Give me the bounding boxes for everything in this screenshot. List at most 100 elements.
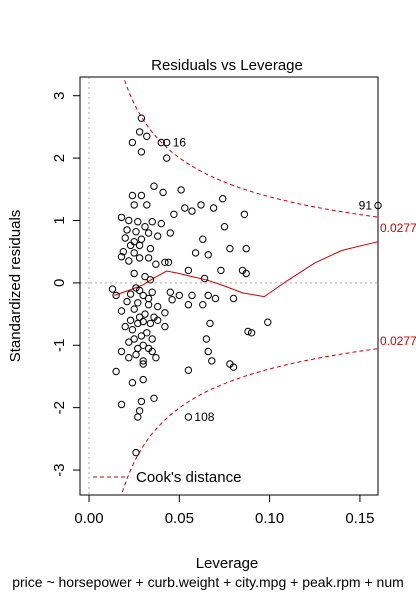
data-point bbox=[139, 317, 147, 326]
data-point bbox=[125, 338, 133, 346]
data-point bbox=[117, 400, 126, 409]
data-point bbox=[117, 347, 126, 356]
data-point bbox=[123, 226, 131, 234]
data-point bbox=[130, 305, 138, 313]
y-axis: -3 -2 -1 0 1 2 3 bbox=[51, 92, 81, 477]
plot-frame bbox=[79, 76, 379, 496]
data-point bbox=[240, 210, 249, 219]
data-point bbox=[168, 296, 176, 304]
data-point bbox=[126, 316, 135, 324]
data-point bbox=[159, 188, 167, 197]
data-point bbox=[146, 319, 155, 328]
data-point bbox=[139, 375, 147, 384]
data-point bbox=[141, 272, 149, 281]
x-axis-title: Leverage bbox=[196, 555, 259, 572]
x-tick-label: 0.10 bbox=[255, 510, 284, 527]
data-point bbox=[134, 218, 142, 226]
data-point bbox=[130, 335, 138, 343]
data-point bbox=[139, 360, 147, 368]
data-point bbox=[170, 210, 178, 219]
data-point bbox=[166, 288, 175, 296]
y-tick-label: 3 bbox=[51, 92, 68, 100]
data-point bbox=[217, 266, 225, 275]
data-point bbox=[139, 291, 147, 300]
data-point bbox=[242, 244, 250, 253]
data-point bbox=[134, 299, 142, 307]
data-point bbox=[219, 195, 227, 203]
data-point bbox=[128, 326, 137, 334]
cooks-contour-upper bbox=[122, 77, 378, 218]
data-point bbox=[128, 138, 137, 147]
data-point bbox=[184, 266, 193, 275]
data-point bbox=[132, 228, 140, 236]
data-point bbox=[112, 291, 120, 300]
data-point bbox=[139, 357, 147, 365]
data-point bbox=[206, 319, 214, 328]
data-point bbox=[143, 201, 151, 209]
data-point bbox=[264, 318, 272, 326]
data-point bbox=[121, 322, 129, 331]
data-point bbox=[204, 251, 212, 259]
data-point bbox=[197, 201, 205, 209]
data-point bbox=[117, 213, 126, 222]
data-point bbox=[220, 223, 229, 231]
data-point bbox=[137, 235, 146, 243]
data-point bbox=[163, 154, 171, 162]
data-point bbox=[161, 309, 169, 317]
data-point bbox=[135, 407, 144, 415]
data-point bbox=[144, 301, 153, 309]
reference-lines bbox=[80, 77, 378, 495]
data-point bbox=[143, 329, 151, 337]
data-point bbox=[144, 229, 153, 237]
data-point bbox=[199, 235, 207, 243]
y-tick-label: -3 bbox=[51, 463, 68, 476]
data-point bbox=[139, 341, 147, 349]
data-point bbox=[141, 223, 149, 231]
data-point bbox=[144, 294, 153, 303]
data-point bbox=[177, 186, 185, 194]
data-point bbox=[229, 294, 238, 303]
data-point bbox=[161, 322, 169, 331]
data-point bbox=[135, 313, 144, 321]
x-tick-label: 0.00 bbox=[74, 510, 103, 527]
data-point bbox=[125, 354, 133, 362]
data-point bbox=[161, 258, 169, 266]
y-tick-label: 1 bbox=[51, 216, 68, 224]
data-point bbox=[112, 367, 120, 376]
data-point bbox=[132, 350, 140, 359]
data-point bbox=[137, 397, 146, 406]
legend-label: Cook's distance bbox=[136, 469, 241, 486]
cooks-distance-label-lower: 0.02771784 bbox=[380, 334, 416, 348]
x-tick-label: 0.15 bbox=[345, 510, 374, 527]
data-point bbox=[148, 288, 156, 296]
data-point bbox=[137, 114, 146, 122]
data-point bbox=[175, 291, 184, 300]
legend: Cook's distance bbox=[93, 469, 241, 486]
model-formula-subtitle: price ~ horsepower + curb.weight + city.… bbox=[12, 574, 404, 590]
data-point bbox=[117, 307, 126, 315]
data-point bbox=[137, 332, 146, 340]
data-point bbox=[184, 413, 193, 421]
data-point bbox=[150, 394, 158, 402]
data-point bbox=[200, 274, 209, 283]
data-point bbox=[121, 234, 129, 242]
data-point bbox=[148, 218, 156, 226]
data-point bbox=[137, 191, 146, 200]
x-tick-label: 0.05 bbox=[165, 510, 194, 527]
data-point bbox=[154, 316, 162, 324]
data-point bbox=[130, 201, 138, 209]
data-point bbox=[132, 448, 140, 457]
y-axis-title: Standardized residuals bbox=[7, 210, 24, 363]
y-tick-label: -2 bbox=[51, 401, 68, 414]
point-label: 91 bbox=[359, 199, 373, 213]
data-point bbox=[126, 241, 135, 250]
data-point bbox=[199, 301, 207, 309]
data-point bbox=[143, 132, 151, 141]
data-point bbox=[188, 291, 196, 300]
data-point bbox=[135, 241, 144, 250]
cooks-distance-label-upper: 0.02771784 bbox=[380, 221, 416, 235]
data-point bbox=[130, 269, 138, 278]
data-point bbox=[204, 291, 212, 300]
data-point bbox=[134, 344, 142, 353]
data-point bbox=[134, 413, 142, 421]
